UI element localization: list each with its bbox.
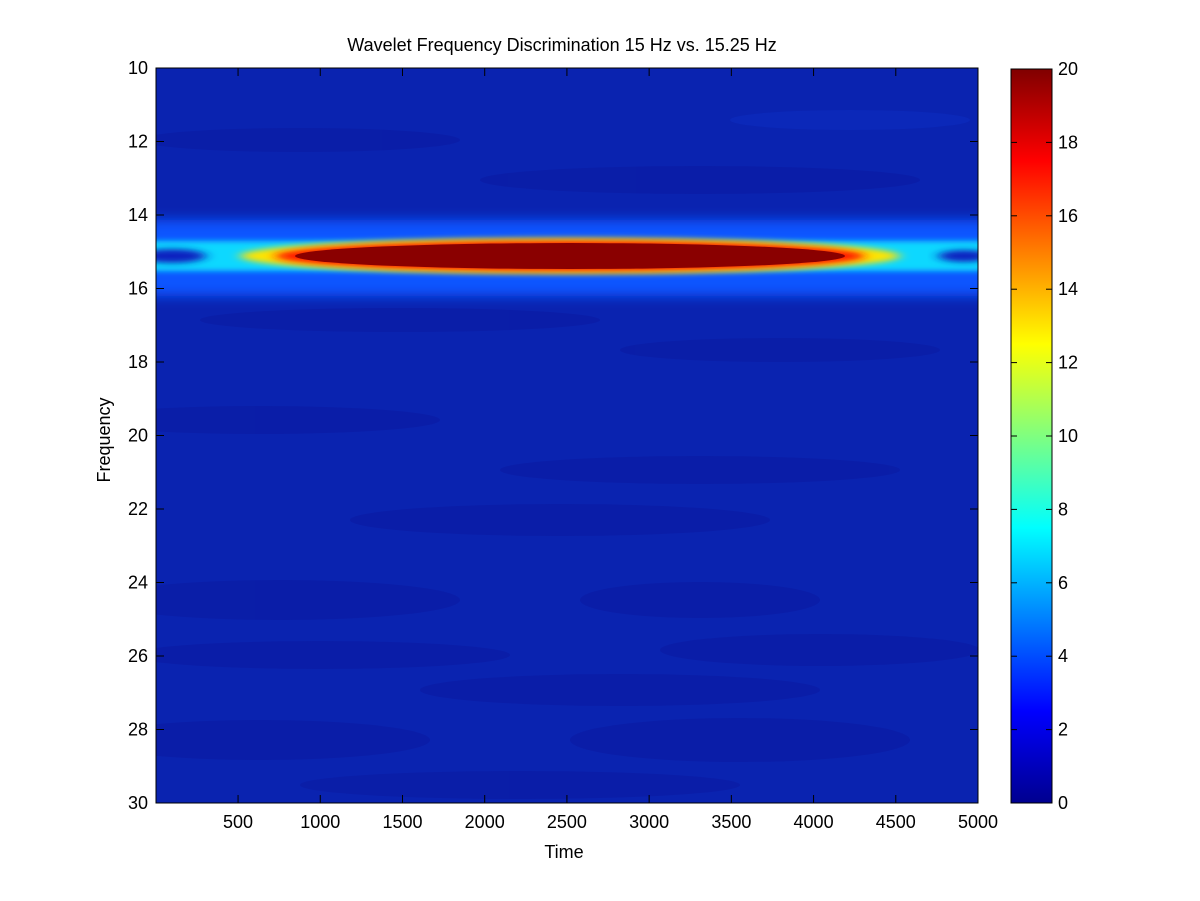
colorbar-tick-label: 4 [1058,646,1068,666]
colorbar-tick-label: 16 [1058,206,1078,226]
y-tick-label: 10 [128,58,148,78]
chart-title: Wavelet Frequency Discrimination 15 Hz v… [347,35,777,55]
y-tick-label: 30 [128,793,148,813]
x-tick-label: 4500 [876,812,916,832]
y-axis-label: Frequency [94,397,114,482]
y-tick-label: 18 [128,352,148,372]
y-tick-label: 12 [128,132,148,152]
x-tick-label: 3500 [711,812,751,832]
power-ridge [156,220,978,296]
colorbar-tick-label: 14 [1058,279,1078,299]
colorbar-tick-label: 6 [1058,573,1068,593]
colorbar-tick-label: 12 [1058,353,1078,373]
ridge-core [295,243,845,269]
colorbar-tick-label: 2 [1058,720,1068,740]
x-axis-ticks: 500 1000 1500 2000 2500 3000 3500 4000 4500 5000 [223,68,998,832]
ridge-left-tail [156,249,206,263]
x-tick-label: 2000 [465,812,505,832]
x-tick-label: 4000 [794,812,834,832]
ridge-right-tail [938,250,978,262]
y-tick-label: 24 [128,573,148,593]
colorbar-tick-label: 18 [1058,132,1078,152]
x-tick-label: 5000 [958,812,998,832]
y-tick-label: 28 [128,720,148,740]
x-tick-label: 500 [223,812,253,832]
colorbar-tick-label: 10 [1058,426,1078,446]
background-texture [156,110,978,799]
x-tick-label: 1000 [300,812,340,832]
y-tick-label: 26 [128,646,148,666]
x-tick-label: 2500 [547,812,587,832]
y-tick-label: 22 [128,499,148,519]
y-tick-label: 14 [128,205,148,225]
colorbar-tick-label: 8 [1058,499,1068,519]
colorbar-tick-label: 20 [1058,59,1078,79]
y-axis-ticks: 10 12 14 16 18 20 22 24 26 28 30 [128,58,978,813]
x-tick-label: 1500 [382,812,422,832]
y-tick-label: 20 [128,426,148,446]
y-tick-label: 16 [128,279,148,299]
x-axis-label: Time [544,842,583,862]
colorbar [1010,68,1053,804]
colorbar-tick-label: 0 [1058,793,1068,813]
x-tick-label: 3000 [629,812,669,832]
colorbar-ticks: 0 2 4 6 8 10 12 14 16 18 20 [1011,59,1078,813]
heatmap-area [156,68,978,803]
